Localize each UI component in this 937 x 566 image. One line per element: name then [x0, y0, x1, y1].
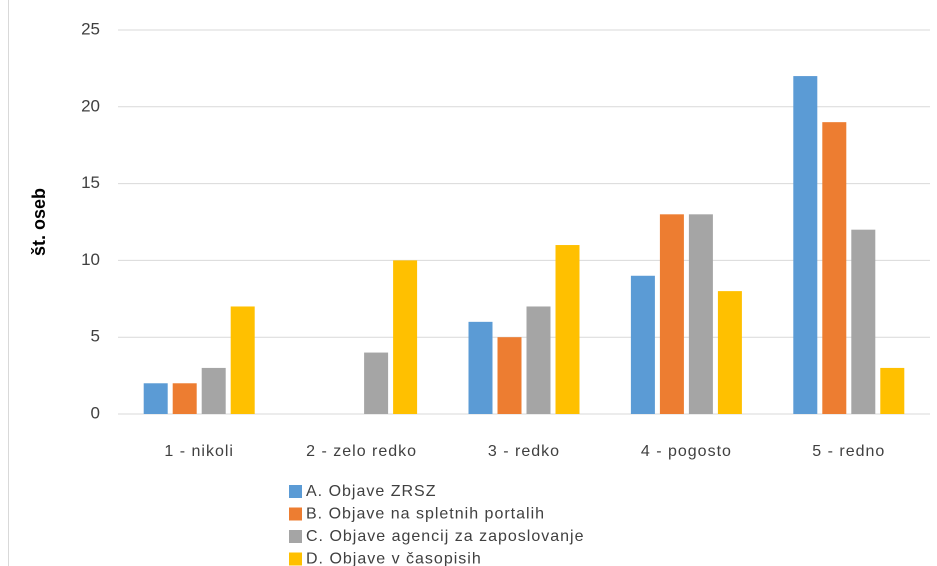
y-axis-label: št. oseb [29, 188, 49, 256]
bar [393, 260, 418, 414]
x-tick-label: 4 - pogosto [641, 443, 732, 460]
x-tick-label: 2 - zelo redko [306, 443, 417, 460]
bar [851, 229, 876, 414]
bar [717, 291, 742, 414]
legend-swatch [289, 530, 302, 543]
bar [555, 245, 580, 414]
bar [143, 383, 168, 414]
y-tick-label: 10 [81, 250, 100, 269]
x-tick-label: 5 - redno [812, 443, 885, 460]
bar [364, 352, 389, 414]
bar [659, 214, 684, 414]
bar [630, 275, 655, 414]
bar [526, 306, 551, 414]
bar [497, 337, 522, 414]
bar [230, 306, 255, 414]
y-tick-label: 20 [81, 96, 100, 115]
bar [880, 367, 905, 414]
bar [793, 76, 818, 414]
bar [172, 383, 197, 414]
legend-label: A. Objave ZRSZ [306, 483, 436, 500]
legend-label: C. Objave agencij za zaposlovanje [306, 528, 584, 545]
legend-label: D. Objave v časopisih [306, 551, 482, 566]
legend-swatch [289, 507, 302, 521]
legend-label: B. Objave na spletnih portalih [306, 506, 545, 523]
x-tick-label: 1 - nikoli [164, 443, 234, 460]
legend-swatch [289, 485, 302, 498]
bar [822, 122, 847, 414]
bar [201, 367, 226, 414]
y-tick-label: 15 [81, 173, 100, 192]
legend-swatch [289, 552, 302, 566]
y-tick-label: 25 [81, 19, 100, 38]
y-tick-label: 0 [91, 403, 100, 422]
x-tick-label: 3 - redko [488, 443, 560, 460]
chart-border [8, 0, 9, 566]
bar [688, 214, 713, 414]
y-tick-label: 5 [91, 327, 100, 346]
bar [468, 321, 493, 414]
